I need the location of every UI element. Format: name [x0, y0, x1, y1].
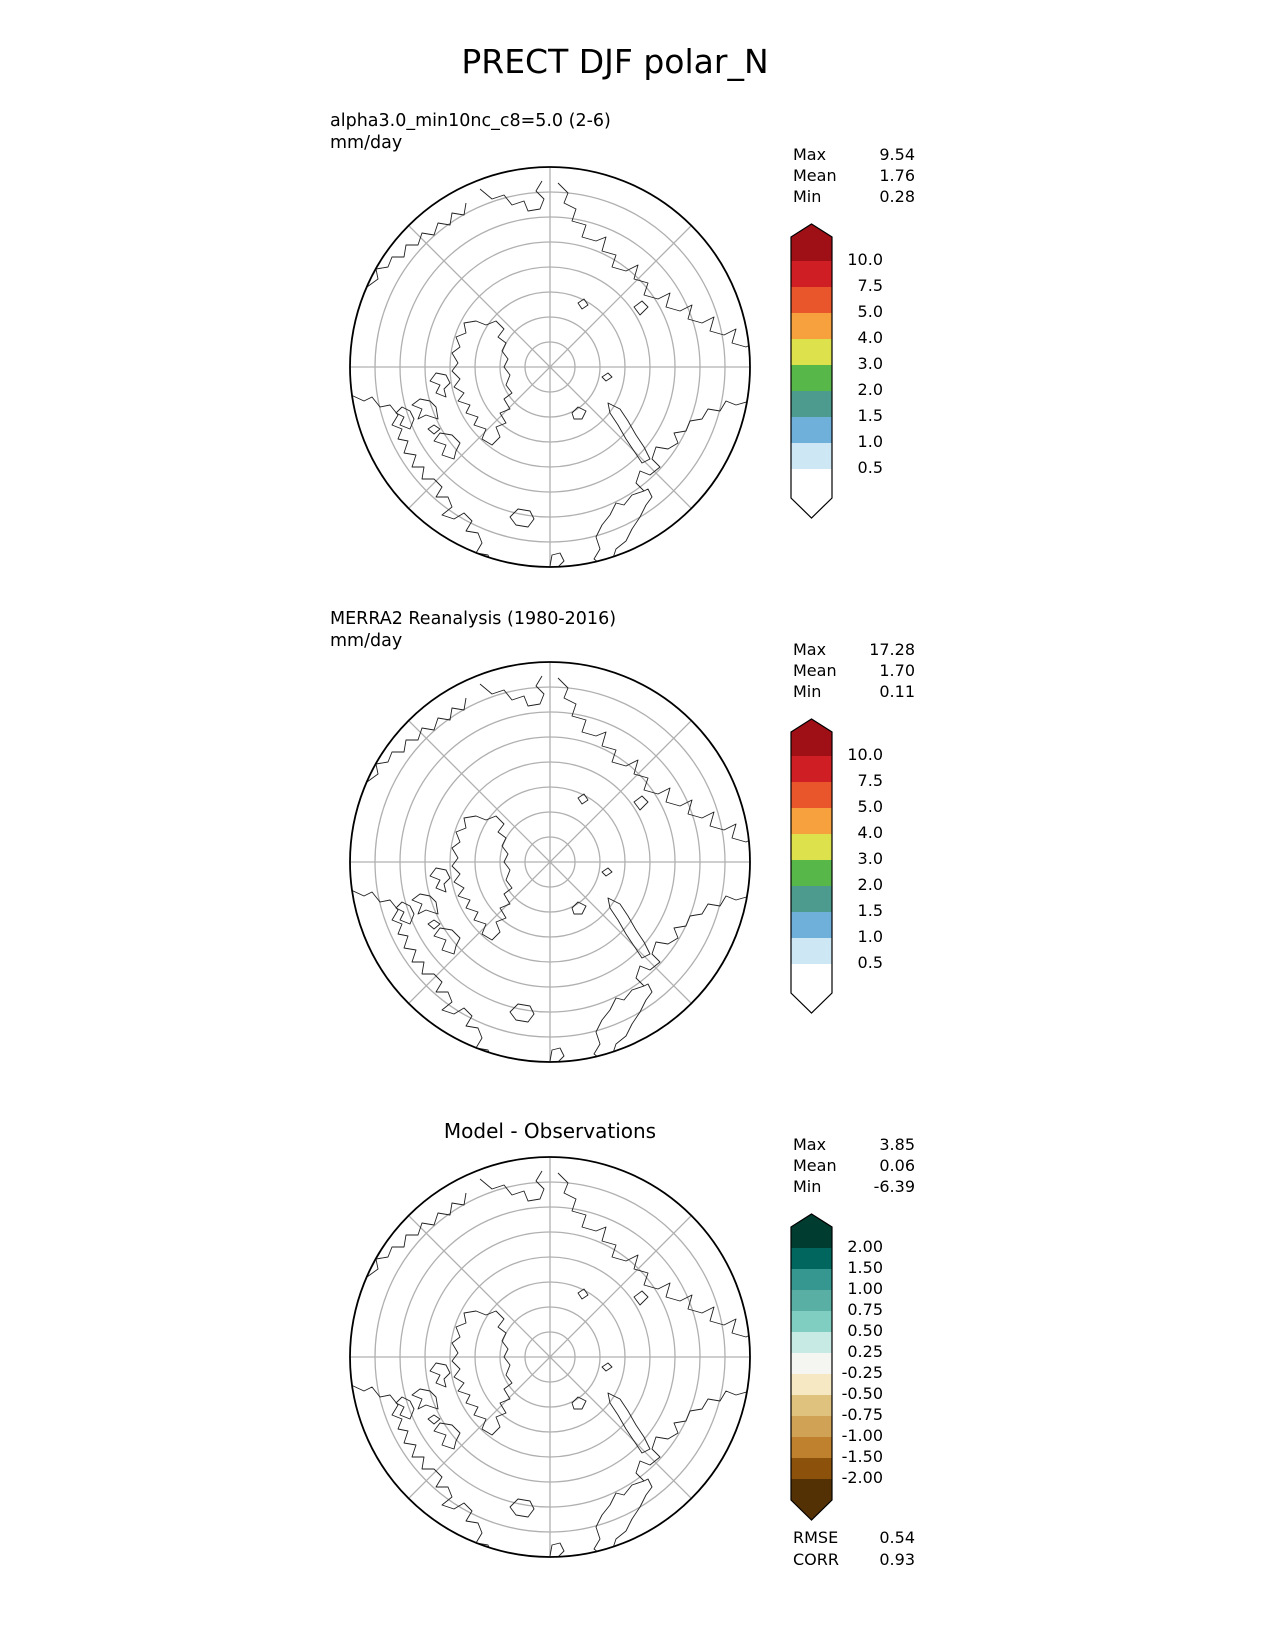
panel3-stat-max: Max 3.85 [793, 1135, 915, 1155]
colorbar-tick-label: -0.75 [841, 1405, 883, 1424]
colorbar-tick-label: 1.50 [847, 1258, 883, 1277]
colorbar-tick-label: 0.75 [847, 1300, 883, 1319]
stat-label: Min [793, 187, 822, 206]
panel2-stat-mean: Mean 1.70 [793, 661, 915, 681]
metric-value: 0.93 [879, 1550, 915, 1569]
colorbar-tick-label: 3.0 [857, 849, 883, 868]
stat-label: Min [793, 682, 822, 701]
graticule [350, 1157, 750, 1557]
panel3-polar-map [348, 1155, 752, 1559]
coastlines [350, 180, 750, 567]
panel3-stat-mean: Mean 0.06 [793, 1156, 915, 1176]
metric-label: CORR [793, 1550, 839, 1569]
stat-value: 17.28 [869, 640, 915, 659]
colorbar-tick-label: 7.5 [857, 771, 883, 790]
colorbar-tick-label: 2.0 [857, 875, 883, 894]
map-boundary [349, 661, 751, 1063]
panel1-polar-map [348, 165, 752, 569]
colorbar-svg [790, 223, 833, 519]
metric-value: 0.54 [879, 1528, 915, 1547]
polar-map-svg [349, 1156, 751, 1558]
panel3-metric-rmse: RMSE 0.54 [793, 1528, 915, 1548]
polar-map-svg [349, 166, 751, 568]
colorbar-tick-label: 7.5 [857, 276, 883, 295]
colorbar-tick-label: 0.50 [847, 1321, 883, 1340]
stat-value: 1.70 [879, 661, 915, 680]
stat-label: Mean [793, 166, 837, 185]
stat-value: 1.76 [879, 166, 915, 185]
colorbar-tick-label: 0.5 [857, 458, 883, 477]
colorbar-tick-label: 5.0 [857, 302, 883, 321]
stat-label: Mean [793, 1156, 837, 1175]
panel2-stat-max: Max 17.28 [793, 640, 915, 660]
panel3-stat-min: Min -6.39 [793, 1177, 915, 1197]
colorbar-svg [790, 718, 833, 1014]
graticule [350, 167, 750, 567]
panel1-colorbar [790, 223, 833, 523]
panel1-stat-mean: Mean 1.76 [793, 166, 915, 186]
colorbar-tick-label: 10.0 [847, 745, 883, 764]
colorbar-tick-label: 1.5 [857, 406, 883, 425]
panel2-title: MERRA2 Reanalysis (1980-2016) [330, 609, 617, 629]
panel2-colorbar [790, 718, 833, 1018]
stat-label: Mean [793, 661, 837, 680]
map-boundary [349, 166, 751, 568]
map-boundary [349, 1156, 751, 1558]
colorbar-tick-label: 1.00 [847, 1279, 883, 1298]
stat-value: -6.39 [873, 1177, 915, 1196]
panel2-polar-map [348, 660, 752, 1064]
colorbar-tick-label: 0.5 [857, 953, 883, 972]
panel3-colorbar [790, 1213, 833, 1525]
colorbar-tick-label: 10.0 [847, 250, 883, 269]
colorbar-tick-label: 1.0 [857, 432, 883, 451]
panel1-title: alpha3.0_min10nc_c8=5.0 (2-6) [330, 111, 611, 131]
figure-title: PRECT DJF polar_N [461, 42, 769, 81]
stat-label: Max [793, 1135, 827, 1154]
stat-label: Max [793, 640, 827, 659]
stat-value: 3.85 [879, 1135, 915, 1154]
colorbar-tick-label: -1.50 [841, 1447, 883, 1466]
colorbar-tick-label: 4.0 [857, 823, 883, 842]
colorbar-tick-label: -0.50 [841, 1384, 883, 1403]
colorbar-tick-label: 5.0 [857, 797, 883, 816]
coastlines [350, 675, 750, 1062]
stat-label: Min [793, 1177, 822, 1196]
colorbar-tick-label: 2.0 [857, 380, 883, 399]
stat-value: 0.06 [879, 1156, 915, 1175]
stat-label: Max [793, 145, 827, 164]
colorbar-tick-label: 3.0 [857, 354, 883, 373]
coastlines [350, 1170, 750, 1557]
stat-value: 0.28 [879, 187, 915, 206]
polar-map-svg [349, 661, 751, 1063]
stat-value: 9.54 [879, 145, 915, 164]
metric-label: RMSE [793, 1528, 839, 1547]
colorbar-tick-label: -0.25 [841, 1363, 883, 1382]
panel2-units: mm/day [330, 631, 403, 651]
panel3-title: Model - Observations [443, 1119, 657, 1143]
panel1-stat-max: Max 9.54 [793, 145, 915, 165]
colorbar-tick-label: -2.00 [841, 1468, 883, 1487]
colorbar-tick-label: 1.5 [857, 901, 883, 920]
colorbar-tick-label: 1.0 [857, 927, 883, 946]
panel2-stat-min: Min 0.11 [793, 682, 915, 702]
colorbar-tick-label: 2.00 [847, 1237, 883, 1256]
colorbar-svg [790, 1213, 833, 1521]
panel1-stat-min: Min 0.28 [793, 187, 915, 207]
colorbar-tick-label: 0.25 [847, 1342, 883, 1361]
panel3-metric-corr: CORR 0.93 [793, 1550, 915, 1570]
stat-value: 0.11 [879, 682, 915, 701]
panel1-units: mm/day [330, 133, 403, 153]
colorbar-tick-label: 4.0 [857, 328, 883, 347]
colorbar-tick-label: -1.00 [841, 1426, 883, 1445]
graticule [350, 662, 750, 1062]
